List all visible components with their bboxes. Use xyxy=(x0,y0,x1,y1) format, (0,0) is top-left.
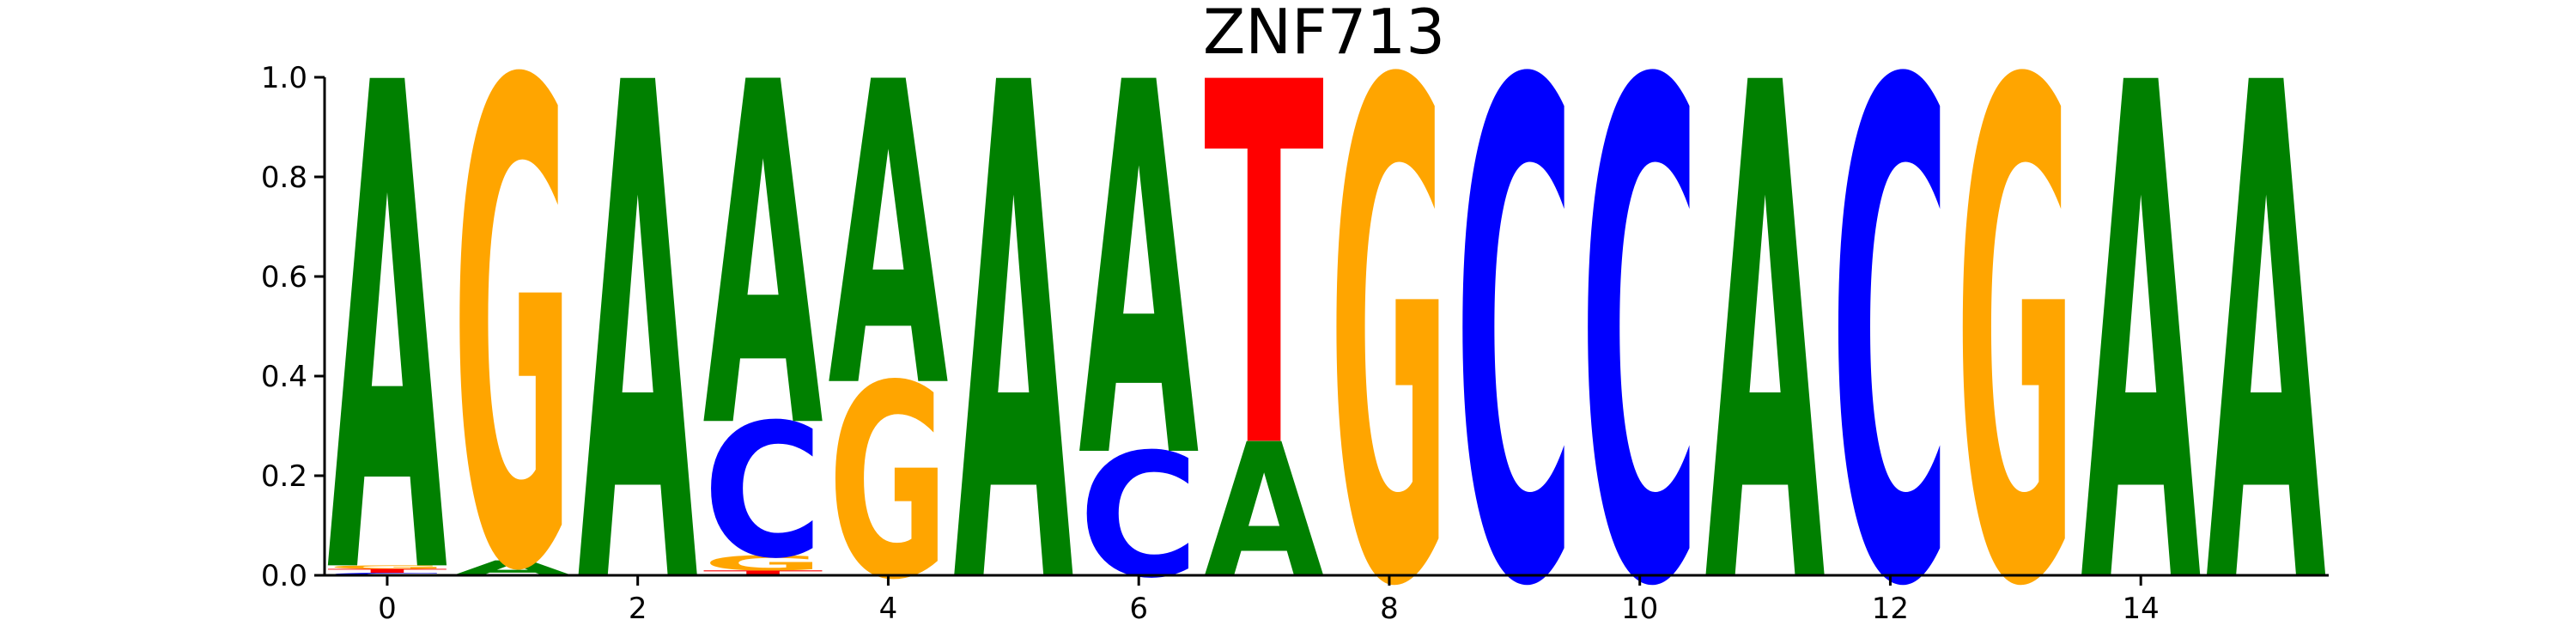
y-tick-label: 0.2 xyxy=(261,459,307,494)
logo-letter-a-pos-11: A xyxy=(1705,0,1826,644)
logo-letter-a-pos-15: A xyxy=(2206,0,2327,644)
x-tick-label: 6 xyxy=(1129,592,1148,626)
x-tick-label: 8 xyxy=(1380,592,1399,626)
logo-letter-g-pos-8: G xyxy=(1329,0,1449,644)
y-tick-label: 0.0 xyxy=(261,559,307,593)
logo-letter-c-pos-9: C xyxy=(1455,0,1575,644)
x-tick-label: 14 xyxy=(2123,592,2160,626)
x-tick-label: 12 xyxy=(1872,592,1909,626)
logo-letter-a-pos-0: A xyxy=(327,0,448,644)
y-tick-label: 0.4 xyxy=(261,360,307,394)
logo-letter-c-pos-10: C xyxy=(1580,0,1700,644)
logo-letter-g-pos-1: G xyxy=(453,0,573,644)
logo-letter-a-pos-3: A xyxy=(703,0,824,532)
logo-letter-a-pos-6: A xyxy=(1078,0,1200,572)
logo-letter-a-pos-2: A xyxy=(578,0,699,644)
y-tick-label: 1.0 xyxy=(261,61,307,95)
x-tick-label: 4 xyxy=(879,592,898,626)
logo-letter-a-pos-5: A xyxy=(953,0,1074,644)
x-tick-label: 10 xyxy=(1621,592,1658,626)
logo-letters: CTGAAGATGCAGAACAATGCCACGAA xyxy=(327,0,2327,644)
logo-letter-g-pos-13: G xyxy=(1955,0,2075,644)
logo-letter-a-pos-4: A xyxy=(828,0,949,480)
y-tick-label: 0.8 xyxy=(261,161,307,195)
y-tick-label: 0.6 xyxy=(261,260,307,295)
x-tick-label: 0 xyxy=(378,592,397,626)
logo-letter-a-pos-14: A xyxy=(2081,0,2202,644)
logo-letter-c-pos-12: C xyxy=(1830,0,1950,644)
logo-letter-t-pos-7: T xyxy=(1204,0,1325,559)
x-tick-label: 2 xyxy=(629,592,647,626)
